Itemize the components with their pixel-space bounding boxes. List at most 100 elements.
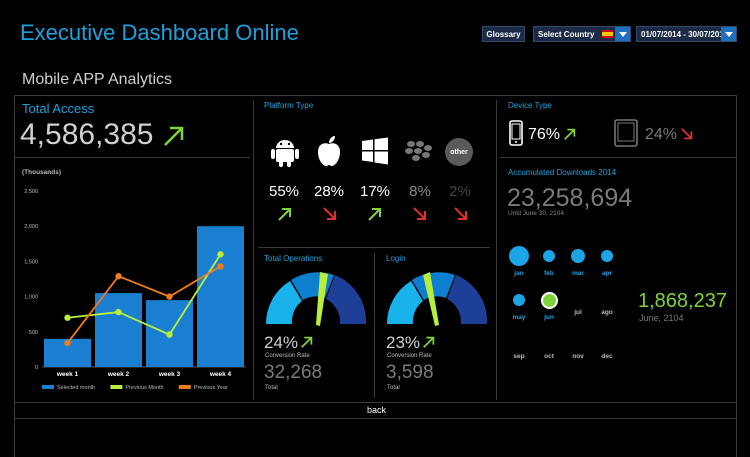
divider (496, 100, 497, 400)
divider (253, 100, 254, 400)
month-label: jul (574, 309, 582, 316)
series-point (64, 339, 71, 347)
legend-label: Previous Year (194, 385, 228, 391)
downloads-until: Until June 30, 2104 (508, 210, 565, 217)
month-label[interactable]: apr (601, 270, 613, 277)
other-label: other (450, 148, 468, 156)
divider (500, 157, 736, 158)
spain-flag-icon (602, 30, 613, 38)
x-tick-label: week 1 (56, 371, 79, 378)
operations-rate-label: Conversion Rate (265, 353, 310, 359)
series-point (64, 314, 71, 321)
divider (14, 157, 250, 158)
month-bubble[interactable] (540, 291, 558, 309)
month-label[interactable]: may (512, 314, 526, 321)
series-point (217, 263, 224, 270)
platform-value-other: 2% (449, 183, 471, 200)
platform-value-windows: 17% (359, 183, 391, 200)
trend-up-icon (164, 126, 184, 146)
dashboard-title: Executive Dashboard Online (20, 20, 299, 45)
country-select-label: Select Country (538, 29, 595, 39)
x-tick-label: week 4 (209, 371, 232, 378)
trend-up-icon (368, 208, 381, 221)
divider (374, 253, 375, 398)
trend-down-icon (413, 207, 426, 220)
month-bubble[interactable] (601, 250, 613, 262)
month-bubble[interactable] (543, 250, 555, 262)
platform-value-blackberry: 8% (409, 183, 431, 200)
month-label[interactable]: jun (544, 314, 554, 321)
y-tick-label: 1,500 (24, 259, 38, 265)
legend-swatch (42, 385, 54, 389)
login-rate-label: Conversion Rate (387, 353, 432, 359)
month-label[interactable]: feb (544, 270, 554, 277)
bar (197, 226, 244, 367)
other-icon: other (445, 138, 473, 166)
trend-up-icon (423, 336, 435, 348)
y-tick-label: 1,000 (24, 295, 38, 301)
login-gauge (386, 272, 488, 326)
operations-gauge (265, 272, 367, 326)
date-range-label: 01/07/2014 - 30/07/2014 (641, 29, 729, 39)
month-label: ago (601, 309, 613, 316)
series-point (115, 272, 122, 280)
legend-swatch (178, 385, 191, 389)
total-access-value: 4,586,385 (20, 118, 154, 151)
country-select[interactable]: Select Country (533, 26, 631, 42)
operations-title: Total Operations (264, 254, 323, 263)
login-total: 3,598 (386, 362, 434, 383)
trend-down-icon (323, 207, 336, 220)
android-icon (268, 134, 302, 168)
downloads-value: 23,258,694 (507, 184, 633, 212)
login-title: Login (386, 254, 406, 263)
series-point (217, 251, 224, 258)
legend-label: Previous Month (125, 385, 163, 391)
page-subtitle: Mobile APP Analytics (22, 71, 173, 88)
downloads-title: Accumulated Downloads 2014 (508, 168, 617, 177)
divider (14, 402, 736, 403)
series-line (67, 253, 222, 336)
trend-up-icon (564, 128, 576, 140)
series-point (166, 331, 173, 338)
month-label: dec (601, 353, 613, 360)
divider (14, 95, 736, 96)
x-tick-label: week 3 (158, 371, 181, 378)
month-label[interactable]: mar (572, 270, 584, 277)
trend-up-icon (301, 336, 313, 348)
y-tick-label: 2,000 (24, 224, 38, 230)
trend-down-icon (454, 207, 467, 220)
month-bubble[interactable] (571, 249, 585, 263)
platform-value-android: 55% (268, 183, 300, 200)
device-phone-value: 76% (528, 126, 561, 143)
selected-month-label: June, 2104 (639, 313, 684, 323)
month-label[interactable]: jan (514, 270, 524, 277)
y-tick-label: 2,500 (24, 189, 38, 195)
platform-title: Platform Type (264, 101, 314, 110)
operations-total-label: Total (265, 385, 278, 391)
month-label: oct (544, 353, 554, 360)
month-bubble[interactable] (513, 294, 525, 306)
y-tick-label: 0 (35, 365, 38, 371)
series-point (115, 308, 122, 316)
platform-value-apple: 28% (313, 183, 345, 200)
series-point (166, 293, 173, 300)
series-line (66, 265, 221, 344)
month-bubble[interactable] (509, 246, 529, 266)
login-rate: 23% (386, 333, 421, 352)
back-link[interactable]: back (367, 405, 387, 415)
chart-title: (Thousands) (22, 169, 61, 176)
chevron-down-icon[interactable] (721, 27, 736, 41)
date-range-select[interactable]: 01/07/2014 - 30/07/2014 (636, 26, 737, 42)
access-bar-chart: 2,500 2,000 1,500 1,000 500 0 week 1 week 2 week… (24, 189, 246, 391)
y-tick-label: 500 (29, 330, 38, 336)
divider (258, 247, 490, 248)
trend-up-icon (278, 208, 291, 221)
apple-icon (312, 134, 346, 168)
selected-month-value: 1,868,237 (638, 290, 727, 312)
legend-swatch (110, 385, 123, 389)
glossary-button[interactable]: Glossary (482, 26, 525, 42)
bar (95, 293, 142, 367)
month-label: nov (572, 353, 584, 360)
glossary-label: Glossary (486, 29, 521, 39)
chevron-down-icon[interactable] (615, 27, 630, 41)
